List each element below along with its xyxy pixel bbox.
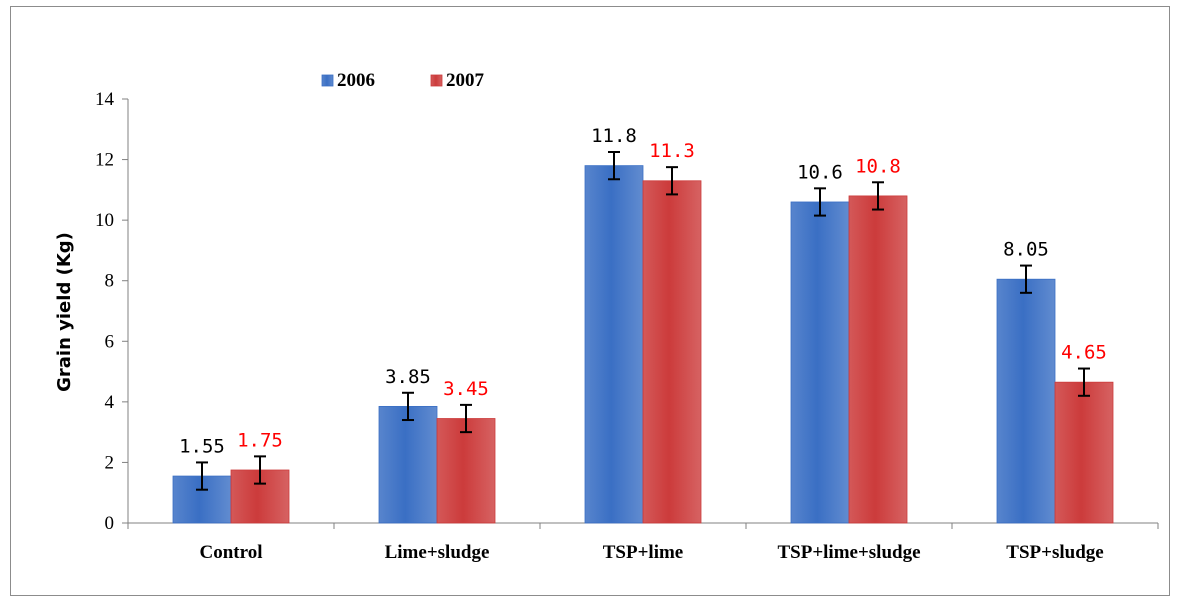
legend-label: 2007 — [446, 70, 485, 91]
y-tick-label: 8 — [105, 271, 115, 292]
data-label: 10.6 — [797, 161, 843, 183]
error-bar — [460, 403, 472, 434]
data-label: 1.75 — [237, 429, 283, 451]
x-category-label: TSP+sludge — [1006, 542, 1103, 563]
data-label: 11.3 — [649, 140, 695, 162]
data-label: 1.55 — [179, 435, 225, 457]
bar-2006-lime-sludge — [378, 405, 438, 524]
error-bar — [254, 455, 266, 485]
legend: 2006 2007 — [321, 70, 485, 91]
data-labels: 1.55 1.75 3.85 3.45 11.8 11.3 10.6 10.8 8.05 4.65 — [179, 125, 1107, 457]
bar-2007-lime-sludge — [436, 418, 496, 524]
bar-2007-tsp-lime — [642, 180, 702, 524]
x-category-label: Lime+sludge — [385, 542, 490, 563]
y-tick-label: 14 — [95, 89, 115, 110]
legend-item-2006: 2006 — [321, 70, 375, 91]
bars — [172, 151, 1114, 524]
legend-item-2007: 2007 — [430, 70, 485, 91]
y-axis-title: Grain yield (Kg) — [54, 232, 75, 392]
x-category-label: TSP+lime+sludge — [777, 542, 920, 563]
data-label: 3.85 — [385, 366, 431, 388]
data-label: 10.8 — [855, 155, 901, 177]
bar-2006-tsp-lime — [584, 165, 644, 524]
x-category-label: Control — [200, 542, 263, 563]
data-label: 8.05 — [1003, 239, 1049, 261]
error-bar — [608, 151, 620, 181]
y-tick-label: 0 — [105, 513, 115, 534]
bar-2006-tsp-lime-sludge — [790, 201, 850, 524]
error-bar — [1020, 264, 1032, 294]
error-bar — [196, 461, 208, 491]
bar-chart: 0 2 4 6 8 10 12 14 Control Lime+sludge TSP+lime TSP… — [54, 70, 1159, 563]
legend-swatch — [321, 74, 334, 87]
error-bar — [814, 187, 826, 217]
data-label: 11.8 — [591, 125, 637, 147]
data-label: 3.45 — [443, 378, 489, 400]
bar-2007-tsp-lime-sludge — [848, 195, 908, 524]
y-tick-label: 10 — [95, 210, 114, 231]
error-bar — [402, 391, 414, 422]
data-label: 4.65 — [1061, 342, 1107, 364]
error-bar — [1078, 367, 1090, 397]
y-tick-label: 6 — [105, 331, 115, 352]
bar-2006-tsp-sludge — [996, 278, 1056, 524]
error-bar — [666, 166, 678, 196]
y-tick-label: 4 — [105, 392, 115, 413]
error-bar — [872, 181, 884, 211]
bar-2007-tsp-sludge — [1054, 381, 1114, 524]
y-tick-label: 2 — [105, 452, 115, 473]
x-category-label: TSP+lime — [603, 542, 684, 563]
legend-swatch — [430, 74, 443, 87]
axes: 0 2 4 6 8 10 12 14 Control Lime+sludge TSP+lime TSP… — [95, 89, 1159, 563]
legend-label: 2006 — [337, 70, 375, 91]
y-tick-label: 12 — [95, 150, 114, 171]
